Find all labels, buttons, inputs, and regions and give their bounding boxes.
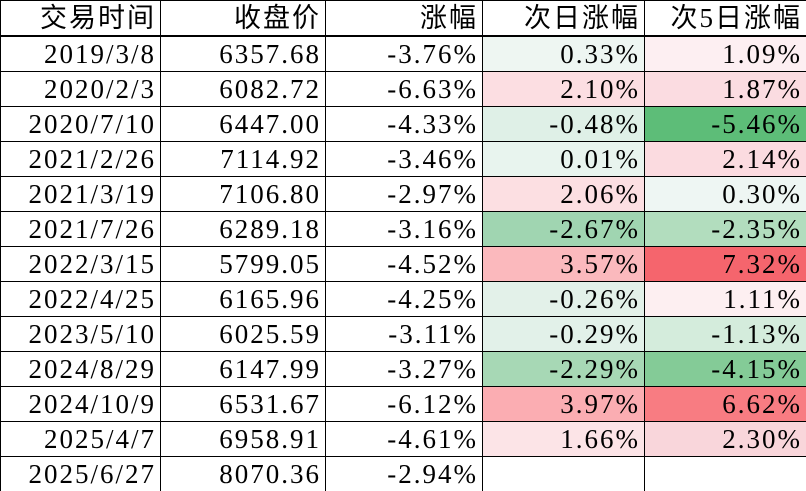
table-row: 2024/8/29 6147.99 -3.27% -2.29% -4.15% xyxy=(0,351,806,387)
trade-date-cell[interactable]: 2019/3/8 xyxy=(0,35,161,72)
change-cell[interactable]: -4.33% xyxy=(325,106,483,142)
header-row: 交易时间 收盘价 涨幅 次日涨幅 次5日涨幅 xyxy=(0,0,806,37)
trade-date-cell[interactable]: 2024/10/9 xyxy=(0,386,161,422)
table-row: 2024/10/9 6531.67 -6.12% 3.97% 6.62% xyxy=(0,386,806,422)
trade-date-cell[interactable]: 2025/4/7 xyxy=(0,421,161,457)
table-row: 2019/3/8 6357.68 -3.76% 0.33% 1.09% xyxy=(0,35,806,72)
close-price-cell[interactable]: 6082.72 xyxy=(160,71,326,107)
next-5day-change-cell[interactable]: 0.30% xyxy=(644,176,806,212)
close-price-cell[interactable]: 7114.92 xyxy=(160,141,326,177)
trade-date-cell[interactable]: 2021/2/26 xyxy=(0,141,161,177)
trade-date-cell[interactable]: 2021/3/19 xyxy=(0,176,161,212)
close-price-cell[interactable]: 6289.18 xyxy=(160,211,326,247)
close-price-cell[interactable]: 6958.91 xyxy=(160,421,326,457)
close-price-cell[interactable]: 5799.05 xyxy=(160,246,326,282)
change-cell[interactable]: -3.27% xyxy=(325,351,483,387)
close-price-cell[interactable]: 6165.96 xyxy=(160,281,326,317)
table-row: 2023/5/10 6025.59 -3.11% -0.29% -1.13% xyxy=(0,316,806,352)
next-5day-change-cell[interactable]: 7.32% xyxy=(644,246,806,282)
close-price-cell[interactable]: 6147.99 xyxy=(160,351,326,387)
next-day-change-cell[interactable]: 0.01% xyxy=(482,141,645,177)
close-price-cell[interactable]: 8070.36 xyxy=(160,456,326,491)
column-header-trade-date[interactable]: 交易时间 xyxy=(0,0,161,37)
next-5day-change-cell[interactable] xyxy=(644,456,806,491)
table-row: 2020/2/3 6082.72 -6.63% 2.10% 1.87% xyxy=(0,71,806,107)
next-day-change-cell[interactable]: -0.48% xyxy=(482,106,645,142)
table-row: 2021/2/26 7114.92 -3.46% 0.01% 2.14% xyxy=(0,141,806,177)
trade-date-cell[interactable]: 2021/7/26 xyxy=(0,211,161,247)
close-price-cell[interactable]: 6447.00 xyxy=(160,106,326,142)
table-row: 2022/4/25 6165.96 -4.25% -0.26% 1.11% xyxy=(0,281,806,317)
change-cell[interactable]: -6.63% xyxy=(325,71,483,107)
table-body: 2019/3/8 6357.68 -3.76% 0.33% 1.09% 2020/2/3 6… xyxy=(0,35,806,491)
next-5day-change-cell[interactable]: -1.13% xyxy=(644,316,806,352)
change-cell[interactable]: -4.61% xyxy=(325,421,483,457)
next-5day-change-cell[interactable]: -4.15% xyxy=(644,351,806,387)
trade-date-cell[interactable]: 2020/2/3 xyxy=(0,71,161,107)
table-row: 2021/3/19 7106.80 -2.97% 2.06% 0.30% xyxy=(0,176,806,212)
trade-date-cell[interactable]: 2020/7/10 xyxy=(0,106,161,142)
next-5day-change-cell[interactable]: 2.30% xyxy=(644,421,806,457)
next-day-change-cell[interactable]: -2.29% xyxy=(482,351,645,387)
change-cell[interactable]: -3.11% xyxy=(325,316,483,352)
next-day-change-cell[interactable]: 2.10% xyxy=(482,71,645,107)
close-price-cell[interactable]: 6531.67 xyxy=(160,386,326,422)
change-cell[interactable]: -2.94% xyxy=(325,456,483,491)
column-header-change[interactable]: 涨幅 xyxy=(325,0,483,37)
next-5day-change-cell[interactable]: 6.62% xyxy=(644,386,806,422)
next-day-change-cell[interactable]: 2.06% xyxy=(482,176,645,212)
column-header-next-5day-change[interactable]: 次5日涨幅 xyxy=(644,0,806,37)
trade-date-cell[interactable]: 2024/8/29 xyxy=(0,351,161,387)
next-day-change-cell[interactable]: 3.57% xyxy=(482,246,645,282)
change-cell[interactable]: -4.25% xyxy=(325,281,483,317)
change-cell[interactable]: -3.16% xyxy=(325,211,483,247)
next-day-change-cell[interactable] xyxy=(482,456,645,491)
trade-date-cell[interactable]: 2022/4/25 xyxy=(0,281,161,317)
close-price-cell[interactable]: 7106.80 xyxy=(160,176,326,212)
table-header: 交易时间 收盘价 涨幅 次日涨幅 次5日涨幅 xyxy=(0,0,806,37)
table-row: 2025/4/7 6958.91 -4.61% 1.66% 2.30% xyxy=(0,421,806,457)
table-row: 2025/6/27 8070.36 -2.94% xyxy=(0,456,806,491)
change-cell[interactable]: -3.46% xyxy=(325,141,483,177)
change-cell[interactable]: -4.52% xyxy=(325,246,483,282)
next-day-change-cell[interactable]: -2.67% xyxy=(482,211,645,247)
trade-date-cell[interactable]: 2025/6/27 xyxy=(0,456,161,491)
next-5day-change-cell[interactable]: 2.14% xyxy=(644,141,806,177)
table-row: 2020/7/10 6447.00 -4.33% -0.48% -5.46% xyxy=(0,106,806,142)
close-price-cell[interactable]: 6025.59 xyxy=(160,316,326,352)
next-5day-change-cell[interactable]: -2.35% xyxy=(644,211,806,247)
close-price-cell[interactable]: 6357.68 xyxy=(160,35,326,72)
table-row: 2022/3/15 5799.05 -4.52% 3.57% 7.32% xyxy=(0,246,806,282)
trade-date-cell[interactable]: 2022/3/15 xyxy=(0,246,161,282)
change-cell[interactable]: -6.12% xyxy=(325,386,483,422)
next-day-change-cell[interactable]: 0.33% xyxy=(482,35,645,72)
next-5day-change-cell[interactable]: -5.46% xyxy=(644,106,806,142)
change-cell[interactable]: -2.97% xyxy=(325,176,483,212)
column-header-next-day-change[interactable]: 次日涨幅 xyxy=(482,0,645,37)
next-5day-change-cell[interactable]: 1.09% xyxy=(644,35,806,72)
trade-date-cell[interactable]: 2023/5/10 xyxy=(0,316,161,352)
next-day-change-cell[interactable]: -0.26% xyxy=(482,281,645,317)
next-5day-change-cell[interactable]: 1.11% xyxy=(644,281,806,317)
table-row: 2021/7/26 6289.18 -3.16% -2.67% -2.35% xyxy=(0,211,806,247)
change-cell[interactable]: -3.76% xyxy=(325,35,483,72)
next-day-change-cell[interactable]: -0.29% xyxy=(482,316,645,352)
next-day-change-cell[interactable]: 1.66% xyxy=(482,421,645,457)
next-5day-change-cell[interactable]: 1.87% xyxy=(644,71,806,107)
next-day-change-cell[interactable]: 3.97% xyxy=(482,386,645,422)
column-header-close-price[interactable]: 收盘价 xyxy=(160,0,326,37)
